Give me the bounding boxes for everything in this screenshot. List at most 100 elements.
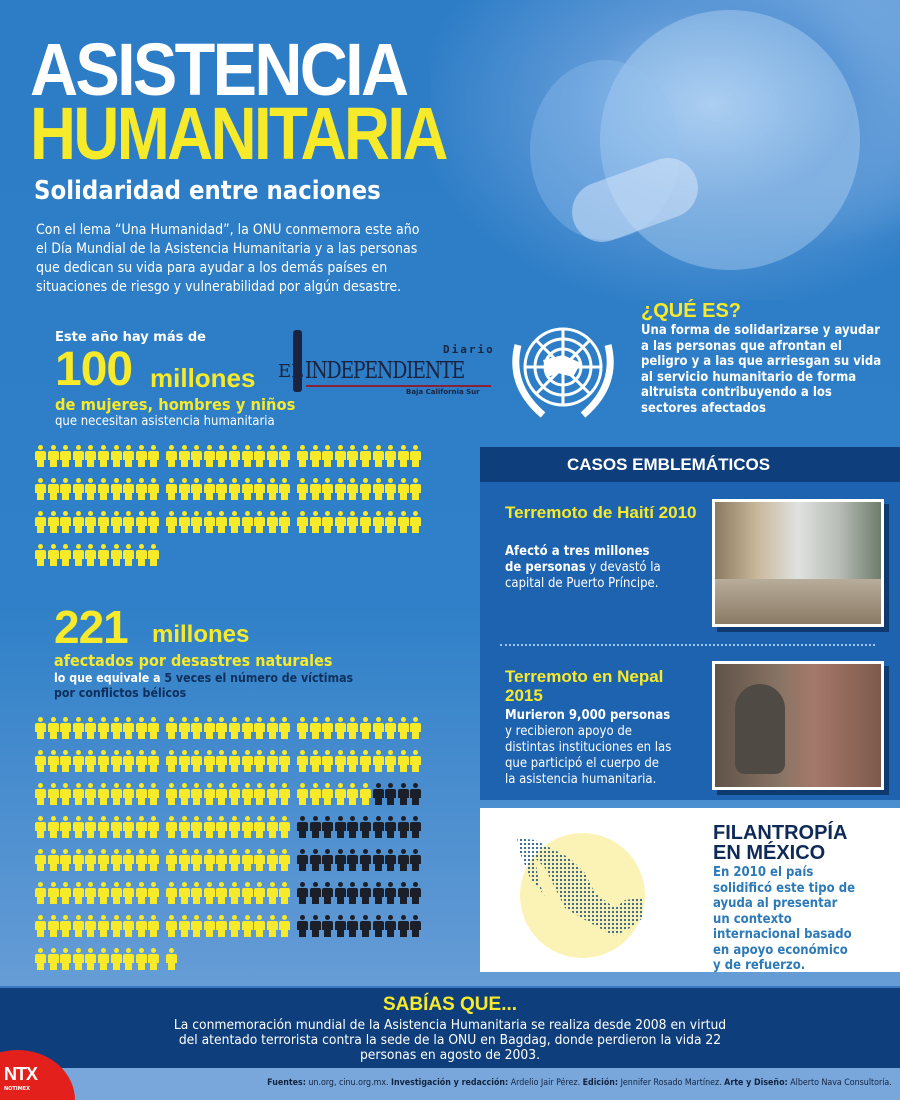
sabias-que-band: SABÍAS QUE... La conmemoración mundial d… (0, 986, 900, 1068)
person-icon-yellow (60, 544, 72, 566)
filantropia-panel: FILANTROPÍA EN MÉXICO En 2010 el país sol… (480, 808, 900, 973)
person-icon-yellow (123, 478, 135, 500)
person-icon-dark (360, 849, 371, 871)
inv: Ardelio Jair Pérez. (508, 1078, 583, 1088)
person-icon-yellow (191, 445, 203, 467)
person-icon-yellow (279, 816, 291, 838)
person-icon-yellow (397, 717, 409, 739)
person-icon-yellow (266, 511, 278, 533)
person-icon-dark (397, 783, 409, 805)
person-icon-dark (347, 849, 359, 871)
person-icon-yellow (191, 511, 203, 533)
person-icon-yellow (241, 478, 253, 500)
person-icon-yellow (347, 511, 359, 533)
person-icon-yellow (216, 915, 228, 937)
person-icon-yellow (229, 478, 240, 500)
person-icon-yellow (385, 478, 397, 500)
person-icon-yellow (110, 478, 122, 500)
person-icon-yellow (148, 717, 160, 739)
filantropia-title1: FILANTROPÍA (713, 822, 848, 844)
haiti-text: Afectó a tres millones de personas y dev… (505, 544, 663, 592)
person-icon-dark (309, 882, 321, 904)
person-icon-dark (334, 816, 346, 838)
person-icon-yellow (60, 478, 72, 500)
person-icon-yellow (178, 783, 190, 805)
person-icon-yellow (98, 511, 109, 533)
person-icon-yellow (35, 783, 46, 805)
person-icon-yellow (229, 915, 240, 937)
person-icon-dark (334, 849, 346, 871)
person-icon-dark (297, 882, 308, 904)
person-icon-yellow (241, 816, 253, 838)
person-icon-yellow (279, 445, 291, 467)
person-icon-yellow (309, 750, 321, 772)
person-icon-yellow (166, 915, 177, 937)
person-icon-yellow (203, 478, 215, 500)
person-icon-yellow (241, 915, 253, 937)
person-icon-yellow (254, 915, 266, 937)
person-icon-dark (297, 816, 308, 838)
person-icon-yellow (35, 544, 46, 566)
person-icon-yellow (47, 750, 59, 772)
person-icon-yellow (241, 750, 253, 772)
logo-diario: Diario (443, 343, 495, 356)
person-icon-yellow (85, 882, 97, 904)
person-icon-yellow (229, 750, 240, 772)
person-icon-yellow (229, 445, 240, 467)
person-icon-yellow (110, 445, 122, 467)
person-icon-yellow (216, 511, 228, 533)
person-icon-yellow (47, 478, 59, 500)
person-icon-yellow (85, 511, 97, 533)
person-icon-yellow (216, 478, 228, 500)
person-icon-dark (372, 783, 384, 805)
que-es-title: ¿QUÉ ES? (641, 300, 742, 322)
person-icon-dark (410, 882, 422, 904)
person-icon-yellow (203, 816, 215, 838)
person-icon-yellow (322, 445, 334, 467)
person-icon-yellow (385, 445, 397, 467)
person-icon-yellow (309, 511, 321, 533)
ed: Jennifer Rosado Martínez. (618, 1078, 725, 1088)
person-icon-yellow (166, 948, 177, 970)
person-icon-yellow (148, 750, 160, 772)
person-icon-yellow (279, 882, 291, 904)
person-icon-yellow (397, 750, 409, 772)
person-icon-yellow (123, 717, 135, 739)
el-independiente-logo: EL INDEPENDIENTE Diario Baja California … (278, 330, 498, 400)
person-icon-yellow (35, 915, 46, 937)
person-icon-dark (322, 882, 334, 904)
credits: Fuentes: un.org, cinu.org.mx. Investigac… (267, 1078, 892, 1089)
haiti-title: Terremoto de Haití 2010 (505, 503, 697, 522)
stat1-unit: millones (150, 363, 256, 393)
person-icon-yellow (166, 816, 177, 838)
person-icon-yellow (309, 478, 321, 500)
person-icon-yellow (110, 816, 122, 838)
person-icon-yellow (191, 882, 203, 904)
filantropia-text: En 2010 el país solidificó este tipo de … (713, 865, 856, 973)
person-icon-yellow (35, 717, 46, 739)
person-icon-yellow (178, 882, 190, 904)
person-icon-yellow (85, 849, 97, 871)
person-icon-yellow (35, 511, 46, 533)
person-icon-yellow (203, 750, 215, 772)
person-icon-yellow (135, 783, 147, 805)
mexico-map-icon (515, 838, 665, 953)
person-icon-yellow (360, 478, 371, 500)
stat2-line1: afectados por desastres naturales (54, 651, 333, 670)
person-icon-yellow (203, 783, 215, 805)
person-icon-yellow (229, 511, 240, 533)
person-icon-dark (334, 915, 346, 937)
person-icon-yellow (72, 445, 84, 467)
haiti-bold: Afectó a tres millones de personas (505, 544, 650, 575)
person-icon-yellow (85, 783, 97, 805)
person-icon-yellow (123, 882, 135, 904)
person-icon-yellow (123, 750, 135, 772)
person-icon-yellow (266, 717, 278, 739)
person-icon-dark (360, 915, 371, 937)
person-icon-yellow (309, 783, 321, 805)
person-icon-yellow (279, 849, 291, 871)
person-icon-dark (297, 849, 308, 871)
person-icon-yellow (347, 717, 359, 739)
sabias-title: SABÍAS QUE... (382, 994, 518, 1015)
person-icon-dark (309, 816, 321, 838)
